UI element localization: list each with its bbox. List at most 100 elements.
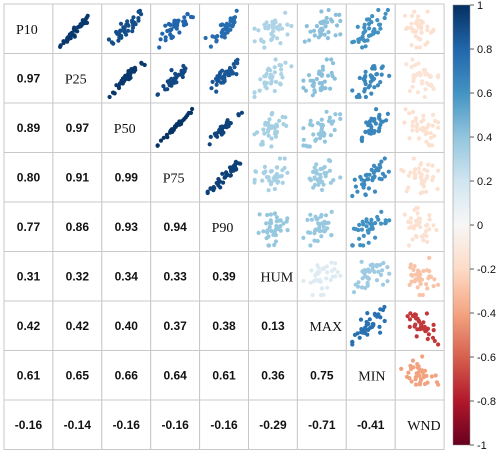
scatter-point xyxy=(130,25,136,30)
scatter-point xyxy=(229,169,234,174)
corr-value-wnd-hum: -0.29 xyxy=(259,418,287,432)
scatter-point xyxy=(269,228,274,234)
scatter-point xyxy=(280,168,285,173)
scatter-point xyxy=(410,358,416,363)
scatter-point xyxy=(333,274,338,279)
scatter-point xyxy=(312,88,317,93)
scatter-point xyxy=(158,138,164,143)
scatter-point xyxy=(363,81,368,87)
cell-border xyxy=(52,102,103,153)
scatter-point xyxy=(279,174,284,179)
colorbar-tick-label: 0.4 xyxy=(477,132,492,144)
scatter-point xyxy=(118,21,124,26)
scatter-point xyxy=(186,110,191,116)
corr-value-max-hum: 0.13 xyxy=(261,319,285,333)
scatter-point xyxy=(329,260,334,265)
scatter-point xyxy=(358,317,364,322)
scatter-point xyxy=(411,74,416,79)
cell-MIN-MIN: MIN xyxy=(345,350,396,401)
cell-border xyxy=(52,152,103,203)
scatter-point xyxy=(277,156,283,161)
scatter-point xyxy=(285,228,290,233)
cell-P75-P25: 0.91 xyxy=(52,152,103,203)
scatter-point xyxy=(406,185,411,190)
cell-border xyxy=(101,152,152,203)
scatter-point xyxy=(301,85,306,90)
corr-value-p50-p10: 0.89 xyxy=(17,121,41,135)
scatter-point xyxy=(416,14,421,19)
scatter-point xyxy=(263,74,268,79)
scatter-point xyxy=(318,214,324,219)
scatter-point xyxy=(376,7,381,13)
scatter-point xyxy=(110,90,116,95)
cell-HUM-WND xyxy=(394,251,445,302)
scatter-point xyxy=(407,136,412,141)
cell-WND-HUM: -0.29 xyxy=(248,399,298,450)
scatter-point xyxy=(412,9,417,14)
scatter-point xyxy=(375,214,380,220)
scatter-point xyxy=(422,94,427,100)
scatter-point xyxy=(136,16,141,21)
scatter-point xyxy=(264,20,269,25)
cell-border xyxy=(199,350,250,401)
colorbar-tick-label: 0.2 xyxy=(477,176,492,188)
cell-P10-P10: P10 xyxy=(3,3,54,54)
scatter-point xyxy=(332,127,337,133)
scatter-point xyxy=(252,39,257,44)
scatter-point xyxy=(337,12,342,17)
cell-MIN-WND xyxy=(394,350,445,401)
scatter-point xyxy=(272,211,277,216)
scatter-point xyxy=(229,165,234,170)
scatter-point xyxy=(436,342,441,347)
scatter-point xyxy=(412,223,417,228)
scatter-point xyxy=(412,170,417,175)
scatter-point xyxy=(436,120,441,125)
scatter-point xyxy=(413,21,418,26)
scatter-point xyxy=(310,292,315,298)
scatter-point xyxy=(418,22,423,27)
scatter-point xyxy=(272,242,277,248)
scatter-point xyxy=(380,282,386,287)
scatter-point xyxy=(413,233,418,239)
scatter-point xyxy=(329,121,334,126)
scatter-point xyxy=(277,63,282,68)
scatter-point xyxy=(130,29,135,34)
scatter-point xyxy=(203,35,208,41)
scatter-point xyxy=(422,167,427,172)
scatter-point xyxy=(319,26,324,31)
scatter-point xyxy=(429,374,434,379)
scatter-point xyxy=(285,32,290,37)
corr-value-max-p25: 0.42 xyxy=(66,319,90,333)
scatter-point xyxy=(142,62,147,68)
scatter-point xyxy=(319,117,324,122)
scatter-point xyxy=(433,373,438,378)
scatter-point xyxy=(404,26,409,31)
scatter-point xyxy=(130,68,135,74)
scatter-point xyxy=(413,62,418,68)
scatter-point xyxy=(327,168,332,173)
scatter-point xyxy=(324,57,329,62)
scatter-point xyxy=(372,27,377,32)
scatter-point xyxy=(269,144,274,149)
scatter-point xyxy=(322,79,327,84)
scatter-point xyxy=(213,35,218,40)
scatter-point xyxy=(369,116,374,121)
scatter-point xyxy=(157,45,162,50)
scatter-point xyxy=(412,175,417,180)
corr-value-min-p90: 0.61 xyxy=(212,368,236,382)
cell-MAX-MIN xyxy=(345,300,396,351)
scatter-point xyxy=(424,139,429,144)
scatter-point xyxy=(128,75,133,80)
cell-P10-P25 xyxy=(52,3,103,54)
scatter-point xyxy=(363,44,368,49)
scatter-point xyxy=(170,34,175,40)
cell-P90-MAX xyxy=(296,201,347,252)
scatter-point xyxy=(261,229,266,234)
scatter-point xyxy=(361,233,366,238)
scatter-point xyxy=(260,178,265,183)
cell-P50-MIN xyxy=(345,102,396,153)
scatter-point xyxy=(369,222,374,227)
scatter-point xyxy=(58,43,63,48)
scatter-point xyxy=(362,89,367,94)
cell-P50-WND xyxy=(394,102,445,153)
